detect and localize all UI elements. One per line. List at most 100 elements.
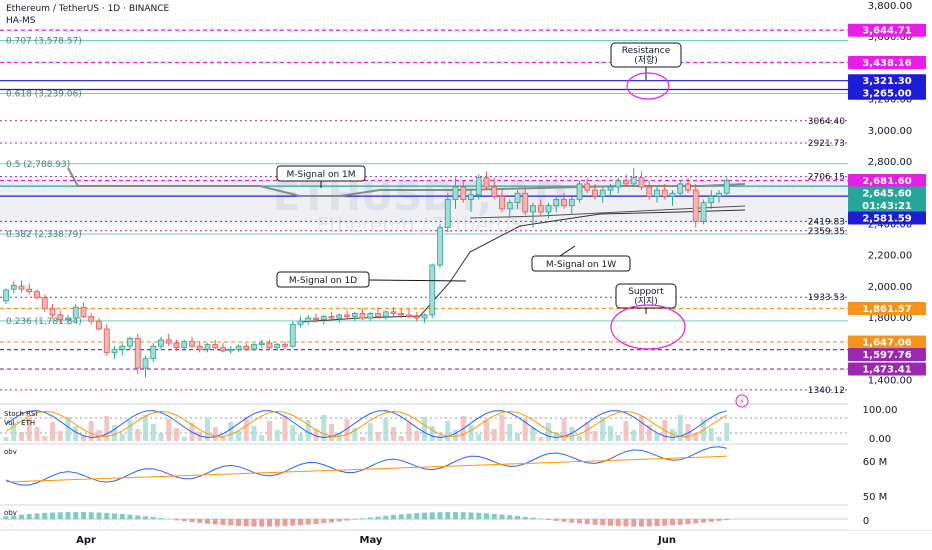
- volume-bar: [584, 422, 590, 441]
- candle-body: [444, 199, 451, 228]
- price-badge-label: 2,581.59: [862, 214, 911, 225]
- stoch-label[interactable]: Stoch RSI: [4, 410, 37, 418]
- candle-body: [685, 183, 691, 191]
- volume-bar: [398, 436, 404, 441]
- osc-bar: [716, 519, 722, 521]
- volume-bar: [321, 415, 327, 441]
- obv-pane[interactable]: [5, 446, 727, 486]
- volume-bar: [166, 419, 172, 441]
- price-badge[interactable]: [848, 23, 926, 37]
- candle-body: [421, 314, 428, 319]
- time-tick: Jun: [657, 535, 676, 546]
- osc-bar: [34, 513, 40, 520]
- candle-body: [165, 339, 172, 344]
- price-badge[interactable]: [848, 199, 926, 213]
- volume-bar: [708, 428, 714, 441]
- volume-bar: [50, 422, 55, 441]
- candle-body: [173, 342, 180, 349]
- price-badge[interactable]: [848, 55, 926, 69]
- volume-bar: [212, 427, 218, 441]
- volume-bar: [81, 435, 86, 441]
- volume-bar: [181, 437, 187, 441]
- stoch-rsi-pane[interactable]: [0, 410, 848, 441]
- candle-body: [390, 311, 397, 314]
- volume-bar: [65, 417, 71, 441]
- volume-bar: [693, 433, 699, 441]
- osc-bar: [236, 519, 241, 526]
- candle-body: [359, 313, 366, 319]
- price-badge-label: 1,861.57: [862, 304, 911, 315]
- stoch-d-line: [5, 410, 728, 437]
- candle-body: [700, 202, 707, 222]
- volume-bar: [406, 422, 412, 441]
- candle-body: [460, 186, 467, 200]
- fib-label: 0.707 (3,578.57): [6, 37, 82, 47]
- volume-bar: [34, 427, 40, 441]
- volume-bar: [623, 421, 629, 441]
- volume-bar: [522, 419, 528, 441]
- price-badge[interactable]: [848, 362, 926, 376]
- candle-body: [545, 205, 552, 213]
- price-badge[interactable]: [848, 74, 926, 88]
- volume-bar: [453, 430, 458, 441]
- osc-bar: [65, 512, 71, 520]
- osc-bar: [406, 513, 412, 520]
- volume-bar: [646, 425, 652, 441]
- osc-bar: [298, 519, 303, 526]
- price-badge[interactable]: [848, 347, 926, 361]
- time-axis[interactable]: Apr May Jun: [76, 535, 676, 546]
- price-badge[interactable]: [848, 211, 926, 225]
- obv-oscillator-pane[interactable]: [0, 512, 848, 527]
- price-badge[interactable]: [848, 174, 926, 188]
- indicator-name[interactable]: HA-MS: [6, 16, 36, 26]
- candle-body: [607, 186, 614, 191]
- osc-bar: [646, 519, 652, 527]
- osc-label[interactable]: obv: [4, 509, 17, 517]
- candle-body: [537, 205, 544, 213]
- osc-bar: [375, 516, 381, 520]
- volume-bar: [724, 423, 730, 441]
- price-badge[interactable]: [848, 301, 926, 315]
- candles: [3, 168, 730, 378]
- osc-bar: [429, 512, 435, 520]
- stoch-sublabel[interactable]: Vol · ETH: [4, 419, 35, 427]
- volume-bar: [429, 426, 435, 441]
- candle-body: [429, 264, 436, 316]
- candle-body: [475, 177, 482, 196]
- candle-body: [26, 288, 33, 292]
- symbol-title[interactable]: Ethereum / TetherUS · 1D · BINANCE: [6, 4, 170, 14]
- volume-bar: [367, 423, 373, 441]
- osc-bar: [197, 519, 203, 523]
- alert-icon[interactable]: ⚡: [735, 394, 749, 408]
- volume-bar: [546, 423, 551, 441]
- price-badge[interactable]: [848, 186, 926, 200]
- m-signal-1d-label: M-Signal on 1D: [289, 276, 357, 286]
- time-tick: May: [360, 535, 383, 546]
- osc-bar: [367, 517, 373, 520]
- candle-body: [297, 320, 304, 325]
- resistance-label-1: Resistance: [622, 46, 671, 56]
- osc-bar: [135, 515, 141, 520]
- osc-bar: [212, 519, 218, 525]
- osc-bar: [670, 519, 675, 526]
- volume-bar: [561, 418, 567, 441]
- stoch-tick: 0.00: [869, 434, 891, 445]
- osc-bar: [553, 519, 559, 521]
- candle-body: [677, 183, 684, 194]
- candle-body: [561, 199, 567, 207]
- level-label: 3064.40: [808, 117, 845, 127]
- osc-bar: [507, 515, 513, 520]
- price-badge-label: 1,647.06: [862, 337, 911, 348]
- candle-body: [382, 311, 389, 317]
- volume-bar: [236, 431, 241, 441]
- volume-bar: [274, 430, 280, 441]
- m-signal-1d-line: [299, 209, 746, 323]
- candle-body: [599, 189, 606, 197]
- price-badge[interactable]: [848, 86, 926, 100]
- candle-body: [716, 192, 722, 197]
- volume-bar: [375, 432, 381, 441]
- m-signal-1w-callout: M-Signal on 1W: [531, 245, 631, 272]
- obv-label[interactable]: obv: [4, 448, 17, 456]
- price-badge[interactable]: [848, 335, 926, 349]
